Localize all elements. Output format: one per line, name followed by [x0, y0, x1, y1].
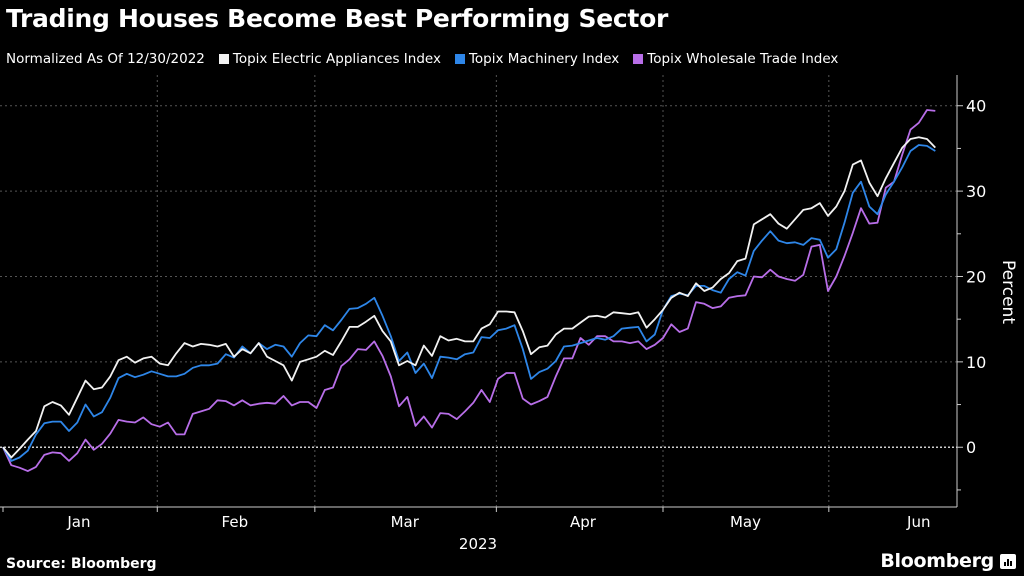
series-topix-wholesale-trade-index [2, 109, 936, 473]
series-line [2, 144, 936, 462]
x-tick-label: Mar [391, 513, 420, 531]
chart-icon [1000, 553, 1016, 569]
y-tick-label: 40 [966, 97, 986, 116]
subtitle: Normalized As Of 12/30/2022 [6, 51, 205, 67]
x-tick-label: Jan [66, 513, 90, 531]
legend-swatch [454, 54, 465, 64]
legend: Normalized As Of 12/30/2022 Topix Electr… [6, 51, 838, 67]
source-note: Source: Bloomberg [6, 556, 157, 572]
series-line [2, 109, 936, 473]
legend-label: Topix Electric Appliances Index [232, 51, 441, 67]
legend-swatch [633, 54, 644, 64]
y-tick-label: 20 [966, 267, 986, 286]
chart-title: Trading Houses Become Best Performing Se… [6, 4, 668, 33]
brand-name: Bloomberg [880, 550, 994, 572]
legend-item-machinery: Topix Machinery Index [454, 51, 620, 67]
x-tick-label: Jun [906, 513, 930, 531]
legend-swatch [218, 54, 229, 64]
series-line [2, 136, 936, 459]
x-tick-label: May [730, 513, 761, 531]
legend-label: Topix Machinery Index [468, 51, 620, 67]
y-tick-label: 0 [966, 438, 976, 457]
bloomberg-logo: Bloomberg [880, 550, 1016, 572]
y-tick-label: 10 [966, 353, 986, 372]
x-tick-label: Feb [222, 513, 249, 531]
series-topix-electric-appliances-index [2, 136, 936, 459]
legend-item-electric: Topix Electric Appliances Index [218, 51, 441, 67]
legend-label: Topix Wholesale Trade Index [647, 51, 839, 67]
legend-item-wholesale: Topix Wholesale Trade Index [633, 51, 838, 67]
x-tick-label: Apr [570, 513, 597, 531]
series-topix-machinery-index [2, 144, 936, 462]
y-axis-label: Percent [998, 260, 1018, 324]
x-axis-label: 2023 [459, 535, 497, 553]
y-tick-label: 30 [966, 182, 986, 201]
